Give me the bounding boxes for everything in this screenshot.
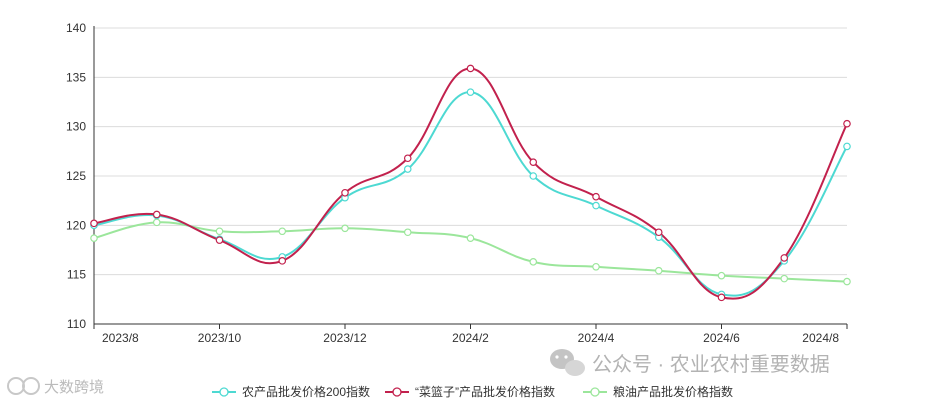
legend-item: “菜篮子”产品批发价格指数	[385, 384, 555, 399]
y-tick-label: 120	[66, 218, 86, 232]
data-point	[843, 142, 851, 151]
data-point	[717, 271, 726, 280]
data-point	[215, 227, 224, 236]
brand-watermark: 大数跨境	[7, 377, 104, 396]
x-tick-label: 2024/4	[578, 331, 615, 345]
data-point	[90, 234, 98, 242]
data-point	[529, 158, 538, 166]
x-tick-label: 2023/12	[323, 331, 367, 345]
data-point	[654, 228, 663, 237]
axis-layer: 110 115 120 125 130 135 140 2023/8 2023/10 2023/1…	[66, 21, 848, 345]
data-point	[466, 88, 475, 96]
data-point	[780, 254, 789, 262]
data-point	[403, 165, 412, 173]
legend-label: 农产品批发价格200指数	[242, 384, 370, 399]
x-tick-label: 2024/8	[802, 331, 839, 345]
data-point	[403, 154, 412, 163]
data-point	[717, 293, 726, 302]
legend-marker	[219, 387, 229, 397]
data-point	[90, 219, 98, 228]
data-point	[654, 266, 663, 275]
data-point	[278, 227, 287, 236]
legend-label: 粮油产品批发价格指数	[613, 384, 733, 399]
data-point	[529, 258, 538, 266]
data-point	[466, 234, 475, 242]
data-point	[215, 236, 224, 244]
data-point	[278, 257, 287, 265]
y-tick-label: 135	[66, 70, 86, 84]
x-tick-label: 2023/10	[198, 331, 242, 345]
data-point	[152, 210, 161, 219]
x-tick-label: 2024/6	[703, 331, 740, 345]
series-layer	[93, 67, 848, 300]
channel-watermark-text: 公众号 · 农业农村重要数据	[592, 353, 830, 376]
y-tick-label: 140	[66, 21, 86, 35]
data-point	[592, 192, 600, 201]
y-tick-label: 125	[66, 169, 86, 183]
points-layer	[90, 64, 851, 302]
wechat-icon	[550, 349, 585, 376]
data-point	[341, 224, 349, 233]
data-point	[403, 228, 412, 237]
data-point	[529, 172, 538, 180]
series-line-1	[93, 67, 848, 300]
series-line-0	[93, 91, 848, 297]
x-tick-label: 2023/8	[102, 331, 139, 345]
legend-label: “菜篮子”产品批发价格指数	[415, 384, 555, 399]
y-tick-label: 115	[67, 268, 86, 282]
brand-watermark-text: 大数跨境	[44, 378, 104, 396]
legend-item: 粮油产品批发价格指数	[583, 384, 733, 399]
data-point	[843, 277, 851, 286]
legend-marker	[590, 387, 600, 397]
data-point	[466, 64, 475, 73]
brand-logo-icon	[7, 377, 40, 395]
wechat-watermark: 公众号 · 农业农村重要数据	[550, 349, 830, 376]
series-line-2	[93, 221, 848, 283]
legend-marker	[392, 387, 402, 397]
data-point	[592, 262, 600, 271]
data-point	[592, 201, 600, 210]
legend-item: 农产品批发价格200指数	[212, 384, 370, 399]
x-tick-label: 2024/2	[452, 331, 489, 345]
data-point	[341, 188, 349, 197]
legend: 农产品批发价格200指数 “菜篮子”产品批发价格指数 粮油产品批发价格指数	[212, 384, 733, 399]
data-point	[843, 119, 851, 128]
y-tick-label: 110	[67, 317, 86, 331]
data-point	[780, 274, 789, 283]
y-tick-label: 130	[66, 120, 86, 134]
data-point	[152, 218, 161, 227]
